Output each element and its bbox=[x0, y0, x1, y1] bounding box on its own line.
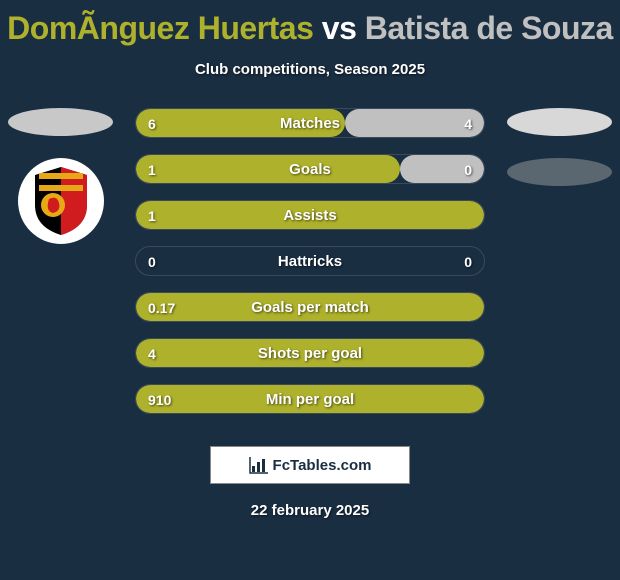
player1-value: 0.17 bbox=[148, 293, 175, 322]
stat-label: Hattricks bbox=[136, 247, 484, 276]
stat-label: Assists bbox=[136, 201, 484, 230]
player2-value: 0 bbox=[464, 155, 472, 184]
stat-bars: Matches64Goals10Assists1Hattricks00Goals… bbox=[135, 108, 485, 414]
stat-label: Shots per goal bbox=[136, 339, 484, 368]
stat-row: Goals per match0.17 bbox=[135, 292, 485, 322]
comparison-title: DomÃ­nguez Huertas vs Batista de Souza bbox=[0, 0, 620, 47]
stat-label: Goals bbox=[136, 155, 484, 184]
stat-row: Matches6 4 bbox=[135, 108, 485, 138]
player2-ellipse-1 bbox=[507, 108, 612, 136]
player1-value: 6 bbox=[148, 109, 156, 138]
right-decoration bbox=[507, 108, 612, 186]
stat-row: Goals1 0 bbox=[135, 154, 485, 184]
club-badge bbox=[18, 158, 104, 244]
stat-row: Min per goal910 bbox=[135, 384, 485, 414]
player1-value: 4 bbox=[148, 339, 156, 368]
chart-icon bbox=[249, 456, 269, 474]
shield-icon bbox=[31, 165, 91, 237]
player2-ellipse-2 bbox=[507, 158, 612, 186]
watermark-text: FcTables.com bbox=[273, 457, 372, 474]
player1-name: DomÃ­nguez Huertas bbox=[7, 10, 313, 46]
stat-row: Shots per goal4 bbox=[135, 338, 485, 368]
player1-value: 0 bbox=[148, 247, 156, 276]
watermark[interactable]: FcTables.com bbox=[210, 446, 410, 484]
player1-ellipse bbox=[8, 108, 113, 136]
stat-label: Min per goal bbox=[136, 385, 484, 414]
player2-name: Batista de Souza bbox=[365, 10, 613, 46]
stat-label: Matches bbox=[136, 109, 484, 138]
stat-row: Hattricks0 0 bbox=[135, 246, 485, 276]
player1-value: 1 bbox=[148, 201, 156, 230]
stat-row: Assists1 bbox=[135, 200, 485, 230]
stat-label: Goals per match bbox=[136, 293, 484, 322]
player2-value: 4 bbox=[464, 109, 472, 138]
left-decoration bbox=[8, 108, 113, 244]
player1-value: 1 bbox=[148, 155, 156, 184]
player2-value: 0 bbox=[464, 247, 472, 276]
stats-content: Matches64Goals10Assists1Hattricks00Goals… bbox=[0, 108, 620, 438]
player1-value: 910 bbox=[148, 385, 171, 414]
date-text: 22 february 2025 bbox=[0, 502, 620, 519]
subtitle: Club competitions, Season 2025 bbox=[0, 61, 620, 78]
vs-text: vs bbox=[322, 10, 357, 46]
